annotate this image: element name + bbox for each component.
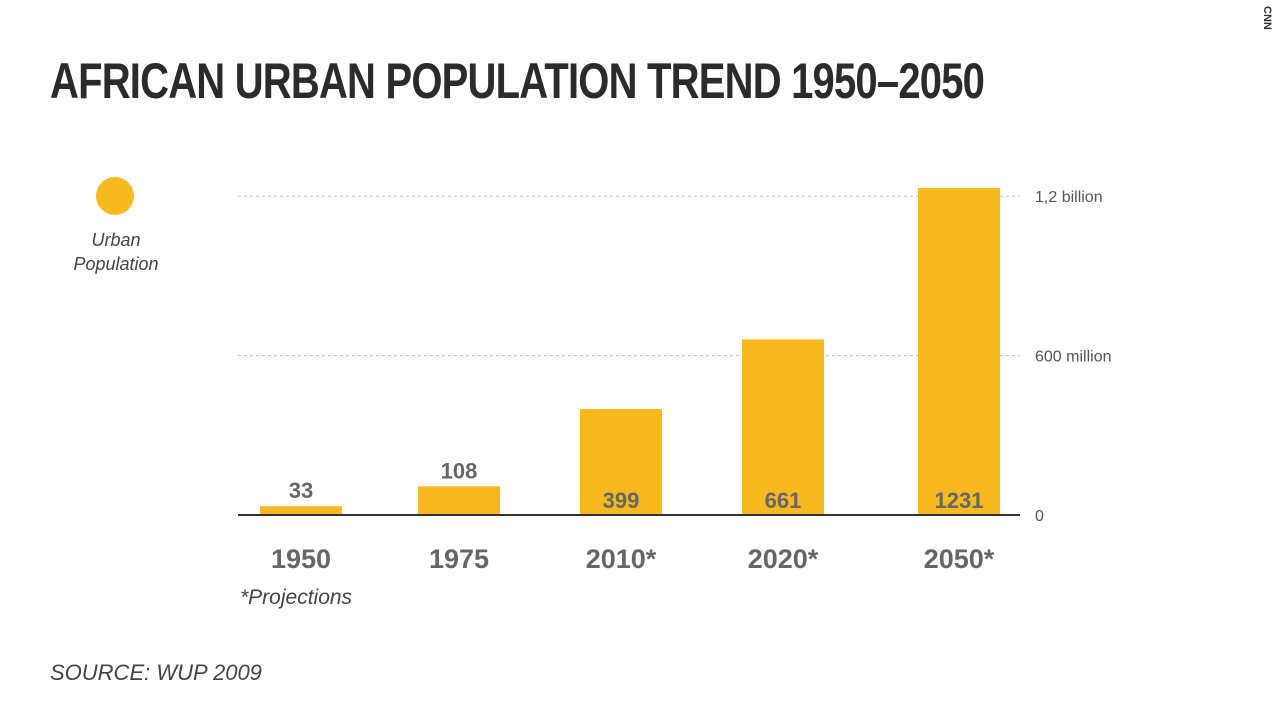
- bar: [742, 339, 824, 515]
- x-tick-label: 2050*: [924, 544, 995, 574]
- chart-title: AFRICAN URBAN POPULATION TREND 1950–2050: [50, 53, 985, 109]
- legend-color-swatch: [96, 177, 134, 215]
- x-tick-label: 1975: [429, 544, 489, 574]
- bar: [418, 486, 500, 515]
- y-tick-label: 1,2 billion: [1035, 189, 1103, 206]
- y-tick-label: 0: [1035, 508, 1044, 525]
- legend-label-line2: Population: [73, 254, 159, 274]
- bar-value-label: 33: [289, 478, 313, 503]
- bar-value-label: 1231: [935, 488, 984, 513]
- bar-value-label: 108: [441, 458, 478, 483]
- x-tick-label: 2020*: [748, 544, 819, 574]
- source-note: SOURCE: WUP 2009: [50, 660, 262, 685]
- brand-logo: CNN: [1261, 6, 1273, 30]
- bar: [918, 188, 1000, 515]
- bar: [580, 409, 662, 515]
- legend-label-line1: Urban: [91, 230, 141, 250]
- projections-note: *Projections: [240, 586, 353, 609]
- bar-value-label: 661: [765, 488, 802, 513]
- x-tick-label: 2010*: [586, 544, 657, 574]
- x-tick-label: 1950: [271, 544, 331, 574]
- bar: [260, 506, 342, 515]
- legend-label: Urban Population: [55, 228, 177, 276]
- y-tick-label: 600 million: [1035, 349, 1111, 366]
- bar-value-label: 399: [603, 488, 640, 513]
